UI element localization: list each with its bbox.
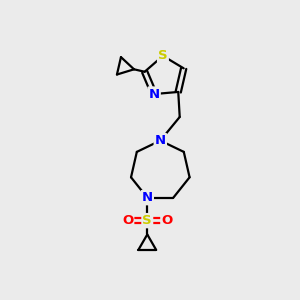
- Text: O: O: [122, 214, 133, 227]
- Text: S: S: [142, 214, 152, 227]
- Text: N: N: [142, 191, 153, 204]
- Text: N: N: [155, 134, 166, 147]
- Text: N: N: [148, 88, 160, 100]
- Text: S: S: [158, 50, 168, 62]
- Text: O: O: [161, 214, 172, 227]
